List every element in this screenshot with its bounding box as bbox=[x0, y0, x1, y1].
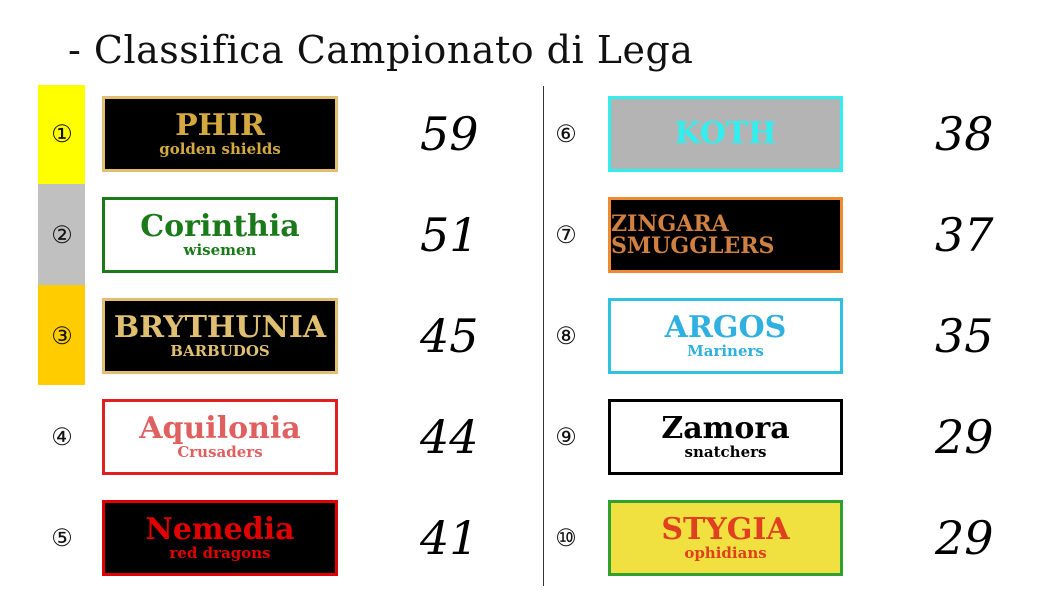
team-name: KOTH bbox=[674, 116, 777, 151]
team-points: 44 bbox=[420, 410, 479, 464]
team-subtitle: BARBUDOS bbox=[170, 341, 270, 360]
rank-number: ⑩ bbox=[555, 524, 577, 552]
rank-number: ② bbox=[51, 221, 73, 249]
rank-number: ③ bbox=[51, 322, 73, 350]
team-name: ARGOS bbox=[664, 309, 787, 345]
team-points: 59 bbox=[420, 107, 479, 161]
team-name: ZINGARA SMUGGLERS bbox=[611, 211, 775, 259]
rank-number: ⑤ bbox=[51, 524, 73, 552]
rank-number: ④ bbox=[51, 423, 73, 451]
column-divider bbox=[543, 86, 544, 586]
rank-number: ① bbox=[51, 120, 73, 148]
team-points: 35 bbox=[935, 309, 994, 363]
team-points: 41 bbox=[420, 511, 479, 565]
team-subtitle: wisemen bbox=[183, 240, 257, 259]
team-logo: Nemedia red dragons bbox=[102, 500, 338, 576]
team-subtitle: Crusaders bbox=[177, 442, 263, 461]
rank-number: ⑦ bbox=[555, 221, 577, 249]
team-logo: ZINGARA SMUGGLERS bbox=[608, 197, 843, 273]
team-points: 51 bbox=[420, 208, 479, 262]
team-name: STYGIA bbox=[661, 511, 790, 547]
rank-number: ⑨ bbox=[555, 423, 577, 451]
rank-number: ⑧ bbox=[555, 322, 577, 350]
team-logo: PHIR golden shields bbox=[102, 96, 338, 172]
team-logo: STYGIA ophidians bbox=[608, 500, 843, 576]
team-points: 37 bbox=[935, 208, 994, 262]
team-subtitle: ophidians bbox=[684, 543, 767, 562]
team-name: Nemedia bbox=[145, 511, 295, 547]
team-logo: ARGOS Mariners bbox=[608, 298, 843, 374]
team-name: BRYTHUNIA bbox=[113, 309, 327, 345]
team-name: PHIR bbox=[175, 107, 265, 143]
team-logo: BRYTHUNIA BARBUDOS bbox=[102, 298, 338, 374]
team-logo: Corinthia wisemen bbox=[102, 197, 338, 273]
team-logo: Aquilonia Crusaders bbox=[102, 399, 338, 475]
team-logo: KOTH bbox=[608, 96, 843, 172]
team-points: 29 bbox=[935, 410, 994, 464]
team-logo: Zamora snatchers bbox=[608, 399, 843, 475]
rank-highlight-1 bbox=[38, 85, 85, 184]
rank-highlight-3 bbox=[38, 285, 85, 385]
rank-highlight-2 bbox=[38, 184, 85, 285]
rank-number: ⑥ bbox=[555, 120, 577, 148]
team-points: 45 bbox=[420, 309, 479, 363]
team-name: Zamora bbox=[661, 410, 790, 446]
team-subtitle: red dragons bbox=[169, 543, 271, 562]
team-subtitle: Mariners bbox=[687, 341, 764, 360]
team-name: Corinthia bbox=[140, 208, 300, 244]
team-points: 38 bbox=[935, 107, 994, 161]
team-subtitle: golden shields bbox=[159, 139, 281, 158]
team-points: 29 bbox=[935, 511, 994, 565]
team-name: Aquilonia bbox=[139, 410, 301, 446]
team-subtitle: snatchers bbox=[684, 442, 767, 461]
page-title: - Classifica Campionato di Lega bbox=[68, 28, 694, 72]
